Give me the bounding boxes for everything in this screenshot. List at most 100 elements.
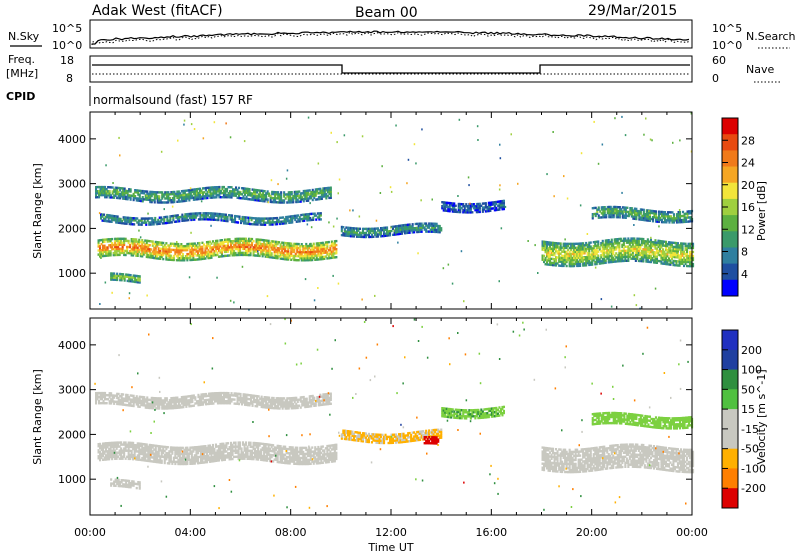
range-gate-cell <box>380 235 383 238</box>
range-gate-cell <box>234 447 237 450</box>
range-gate-cell <box>399 228 402 231</box>
range-gate-cell <box>320 189 323 192</box>
range-gate-cell <box>276 242 279 246</box>
range-gate-cell <box>270 252 273 255</box>
range-gate-cell <box>270 254 273 257</box>
range-gate-cell <box>625 249 628 252</box>
range-gate-cell <box>251 192 254 195</box>
range-gate-cell <box>302 245 305 248</box>
range-gate-cell <box>225 238 228 241</box>
range-gate-cell <box>298 200 301 203</box>
range-gate-cell <box>428 222 431 225</box>
range-gate-cell <box>152 219 155 222</box>
scatter-speckle <box>468 184 470 187</box>
range-gate-cell <box>633 257 636 260</box>
range-gate-cell <box>149 221 152 224</box>
range-gate-cell <box>169 250 172 253</box>
range-gate-cell <box>469 203 472 206</box>
range-gate-cell <box>248 243 251 247</box>
range-gate-cell <box>222 458 225 462</box>
range-gate-cell <box>266 192 269 195</box>
range-gate-cell <box>267 241 270 245</box>
range-gate-cell <box>127 239 130 243</box>
range-gate-cell <box>237 449 240 452</box>
range-gate-cell <box>680 246 683 249</box>
range-gate-cell <box>570 254 573 258</box>
range-gate-cell <box>145 255 148 259</box>
range-gate-cell <box>137 199 140 202</box>
range-gate-cell <box>99 255 102 258</box>
range-gate-cell <box>309 256 312 260</box>
range-gate-cell <box>303 251 306 254</box>
range-gate-cell <box>649 240 652 244</box>
range-gate-cell <box>651 253 654 256</box>
range-gate-cell <box>553 245 556 249</box>
range-gate-cell <box>559 258 562 261</box>
range-gate-cell <box>547 243 550 246</box>
range-gate-cell <box>116 190 119 194</box>
range-gate-cell <box>326 190 329 194</box>
range-gate-cell <box>260 197 263 201</box>
range-gate-cell <box>160 445 163 448</box>
range-gate-cell <box>312 250 315 253</box>
range-gate-cell <box>683 216 686 220</box>
range-gate-cell <box>306 244 309 248</box>
range-gate-cell <box>117 441 120 444</box>
range-gate-cell <box>121 451 124 454</box>
range-gate-cell <box>383 234 386 238</box>
range-gate-cell <box>247 187 250 191</box>
range-gate-cell <box>244 189 247 192</box>
range-gate-cell <box>168 254 171 257</box>
range-gate-cell <box>544 256 547 260</box>
range-gate-cell <box>144 247 147 250</box>
range-gate-cell <box>128 194 131 197</box>
range-gate-cell <box>169 448 172 451</box>
range-gate-cell <box>158 222 161 225</box>
range-gate-cell <box>469 207 472 210</box>
range-gate-cell <box>163 220 166 223</box>
range-gate-cell <box>286 201 289 204</box>
range-gate-cell <box>144 443 147 446</box>
range-gate-cell <box>201 249 204 252</box>
range-gate-cell <box>643 246 646 249</box>
range-gate-cell <box>556 262 559 265</box>
range-gate-cell <box>211 450 214 453</box>
range-gate-cell <box>285 220 288 223</box>
scatter-speckle <box>600 298 603 301</box>
range-gate-cell <box>618 249 621 253</box>
range-gate-cell <box>133 246 136 249</box>
range-gate-cell <box>349 232 352 236</box>
range-gate-cell <box>197 193 200 197</box>
range-gate-cell <box>210 246 213 249</box>
range-gate-cell <box>233 254 236 257</box>
range-gate-cell <box>307 213 310 216</box>
range-gate-cell <box>206 212 209 215</box>
range-gate-cell <box>229 194 232 197</box>
range-gate-cell <box>115 251 118 255</box>
range-gate-cell <box>160 241 163 244</box>
range-gate-cell <box>129 198 132 201</box>
scatter-speckle <box>99 303 101 305</box>
range-gate-cell <box>201 197 204 200</box>
range-gate-cell <box>199 461 202 464</box>
range-gate-cell <box>249 216 252 220</box>
range-gate-cell <box>636 209 639 213</box>
range-gate-cell <box>285 246 288 249</box>
range-gate-cell <box>144 459 147 462</box>
range-gate-cell <box>188 212 191 216</box>
range-gate-cell <box>652 241 655 244</box>
range-gate-cell <box>222 246 225 250</box>
range-gate-cell <box>252 223 255 226</box>
range-gate-cell <box>110 272 113 275</box>
range-gate-cell <box>312 212 315 215</box>
range-gate-cell <box>610 252 613 256</box>
range-gate-cell <box>654 251 657 254</box>
range-gate-cell <box>129 280 132 283</box>
range-gate-cell <box>125 216 128 219</box>
range-gate-cell <box>204 251 207 254</box>
range-gate-cell <box>160 459 163 462</box>
range-gate-cell <box>228 452 231 455</box>
range-gate-cell <box>475 208 478 212</box>
range-gate-cell <box>565 254 568 258</box>
range-gate-cell <box>169 460 172 463</box>
